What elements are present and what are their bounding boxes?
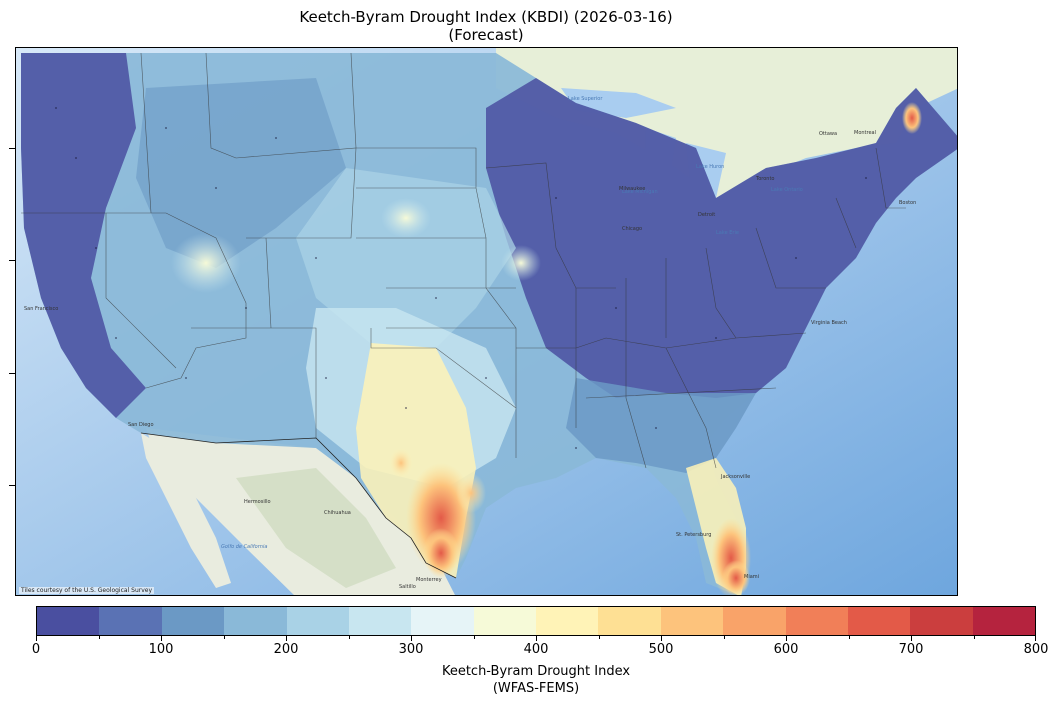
- maine-hotspot: [902, 102, 922, 134]
- label-miami: Miami: [744, 574, 759, 580]
- colorbar-segment: [161, 607, 225, 635]
- colorbar-segment: [536, 607, 599, 635]
- label-boston: Boston: [899, 200, 916, 206]
- colorbar-segment: [348, 607, 412, 635]
- colorbar-segment: [660, 607, 724, 635]
- texas-hotspot-south: [423, 528, 459, 578]
- label-hermosillo: Hermosillo: [244, 499, 271, 505]
- label-st-petersburg: St. Petersburg: [676, 532, 711, 538]
- colorbar-tick-mark: [973, 636, 975, 639]
- colorbar-tick-label: 300: [398, 642, 424, 657]
- colorbar-segment: [847, 607, 911, 635]
- colorbar-tick-mark: [286, 636, 287, 641]
- texas-hotspot-east: [456, 473, 486, 513]
- colorbar-segment: [99, 607, 162, 635]
- utah-pale: [171, 233, 241, 293]
- colorbar-tick-label: 0: [31, 642, 41, 657]
- colorbar-segment: [785, 607, 848, 635]
- colorbar-tick-mark: [911, 636, 912, 641]
- canada-land: [496, 48, 957, 198]
- colorbar-tick-mark: [223, 636, 225, 639]
- label-virginia-beach: Virginia Beach: [811, 320, 847, 326]
- colorbar-segment: [598, 607, 661, 635]
- iowa-pale: [501, 245, 541, 281]
- colorbar-tick-label: 500: [648, 642, 674, 657]
- label-lake-erie: Lake Erie: [716, 230, 739, 236]
- colorbar-tick-mark: [786, 636, 787, 641]
- colorbar-tick-label: 700: [898, 642, 924, 657]
- colorbar-segment: [972, 607, 1035, 635]
- texas-hotspot-west: [389, 448, 413, 478]
- colorbar-tick-mark: [411, 636, 412, 641]
- label-jacksonville: Jacksonville: [720, 474, 750, 480]
- colorbar: [36, 606, 1036, 636]
- label-chicago: Chicago: [622, 226, 642, 232]
- chart-title: Keetch-Byram Drought Index (KBDI) (2026-…: [299, 8, 673, 26]
- y-tick-mark: [9, 485, 15, 486]
- colorbar-segment: [37, 607, 100, 635]
- colorbar-tick-label: 400: [523, 642, 549, 657]
- colorbar-tick-label: 600: [773, 642, 799, 657]
- us-mexico-border: [140, 432, 457, 579]
- southeast-mid: [566, 378, 756, 473]
- station-markers: [55, 107, 867, 449]
- east-low: [486, 78, 957, 398]
- y-tick-mark: [9, 373, 15, 374]
- y-tick-mark: [9, 148, 15, 149]
- label-lake-superior: Lake Superior: [568, 96, 603, 102]
- colorbar-tick-label: 100: [148, 642, 174, 657]
- drought-map[interactable]: Hermosillo Chihuahua Monterrey Saltillo …: [15, 47, 958, 596]
- colorbar-tick-mark: [161, 636, 162, 641]
- colorbar-tick-label: 200: [273, 642, 299, 657]
- colorbar-segment: [411, 607, 474, 635]
- baja-land: [141, 433, 231, 588]
- label-milwaukee: Milwaukee: [619, 186, 645, 192]
- colorbar-segment: [723, 607, 786, 635]
- rockies-mid: [136, 78, 346, 268]
- label-gulf: Golfo de California: [221, 544, 267, 550]
- label-monterrey: Monterrey: [416, 577, 442, 583]
- label-lake-ontario: Lake Ontario: [771, 187, 803, 193]
- colorbar-tick-mark: [473, 636, 475, 639]
- chart-subtitle: (Forecast): [448, 26, 524, 44]
- colorbar-tick-mark: [36, 636, 37, 641]
- colorbar-tick-mark: [723, 636, 725, 639]
- colorbar-segment: [910, 607, 973, 635]
- colorbar-segment: [286, 607, 349, 635]
- pacific-nw-low: [21, 53, 146, 418]
- label-lake-huron: Lake Huron: [696, 164, 724, 170]
- label-detroit: Detroit: [698, 212, 715, 218]
- label-ottawa: Ottawa: [819, 131, 837, 137]
- florida-hotspot-south: [722, 560, 750, 595]
- mexico-highlands: [236, 468, 396, 588]
- label-montreal: Montreal: [854, 130, 876, 136]
- colorbar-tick-mark: [661, 636, 662, 641]
- colorbar-tick-label: 800: [1023, 642, 1049, 657]
- label-san-francisco: San Francisco: [24, 306, 58, 312]
- colorbar-tick-mark: [848, 636, 850, 639]
- map-attribution: Tiles courtesy of the U.S. Geological Su…: [19, 587, 155, 594]
- y-tick-mark: [9, 260, 15, 261]
- colorbar-tick-mark: [348, 636, 350, 639]
- colorbar-tick-mark: [98, 636, 100, 639]
- label-san-diego: San Diego: [128, 422, 154, 428]
- label-saltillo: Saltillo: [399, 584, 416, 590]
- state-borders: [21, 52, 906, 469]
- label-chihuahua: Chihuahua: [324, 510, 351, 516]
- colorbar-segment: [224, 607, 287, 635]
- colorbar-tick-mark: [598, 636, 600, 639]
- label-toronto: Toronto: [755, 176, 774, 182]
- plains-pale: [296, 168, 516, 348]
- colorbar-tick-mark: [1035, 636, 1036, 641]
- nebraska-pale: [381, 198, 431, 238]
- label-lake-michigan: Lake Michigan: [622, 189, 658, 195]
- colorbar-subtitle: (WFAS-FEMS): [492, 681, 580, 696]
- colorbar-tick-mark: [536, 636, 537, 641]
- colorbar-segment: [473, 607, 536, 635]
- colorbar-title: Keetch-Byram Drought Index: [441, 664, 631, 679]
